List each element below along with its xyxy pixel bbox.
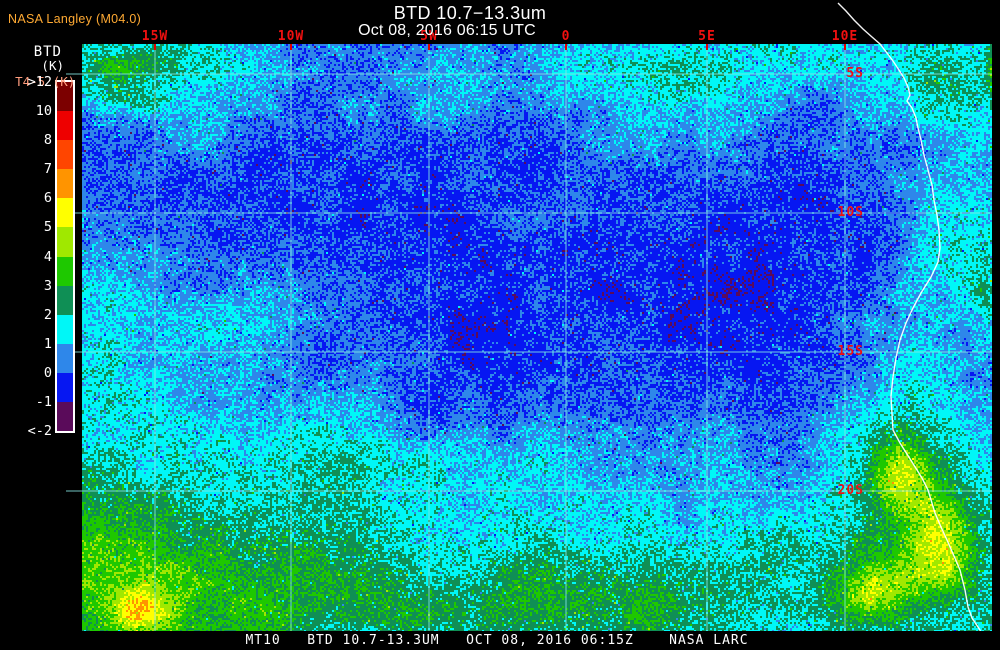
colorbar-segment-10 — [57, 372, 73, 403]
colorbar-segment-3 — [57, 169, 73, 199]
colorbar-frame — [55, 80, 75, 433]
colorbar-tick-label->12: >12 — [27, 74, 52, 90]
colorbar-tick-label-5: 5 — [43, 219, 52, 236]
colorbar-segment-6 — [57, 256, 73, 287]
colorbar-tick-label-0: 0 — [43, 364, 52, 381]
footer-bar — [0, 631, 1000, 650]
colorbar-segment-7 — [57, 285, 73, 316]
colorbar-segment-5 — [57, 227, 73, 257]
lat-label-5S: 5S — [846, 66, 864, 81]
lon-label-5E: 5E — [698, 29, 716, 44]
colorbar-segment-2 — [57, 140, 73, 170]
colorbar-segment-8 — [57, 314, 73, 345]
colorbar-tick-label-4: 4 — [43, 248, 52, 265]
lon-label-15W: 15W — [141, 29, 169, 44]
colorbar-segment-11 — [57, 401, 73, 432]
colorbar-tick-label--1: -1 — [35, 393, 52, 410]
lat-label-20S: 20S — [837, 483, 864, 498]
footer-caption: MT10 BTD 10.7-13.3UM OCT 08, 2016 06:15Z… — [245, 633, 749, 648]
colorbar-segment-0 — [57, 82, 73, 112]
colorbar-tick-label-2: 2 — [43, 306, 52, 323]
lon-label-5W: 5W — [420, 29, 438, 44]
colorbar-tick-label-6: 6 — [43, 190, 52, 207]
colorbar-units-label: T4-5 (K) (K) — [0, 57, 75, 90]
colorbar-segment-1 — [57, 111, 73, 141]
colorbar-segment-4 — [57, 198, 73, 228]
page-subtitle: Oct 08, 2016 06:15 UTC — [358, 22, 536, 39]
credit-label: NASA Langley (M04.0) — [8, 12, 142, 26]
lat-label-15S: 15S — [837, 344, 864, 359]
colorbar-tick-label-3: 3 — [43, 277, 52, 294]
colorbar-units-overlay: (K) — [41, 57, 64, 73]
lon-label-0: 0 — [561, 29, 571, 44]
lon-label-10W: 10W — [277, 29, 305, 44]
colorbar-heading: BTD — [33, 44, 62, 60]
colorbar-units-text: T4-5 (K) — [15, 74, 76, 89]
colorbar-segment-9 — [57, 343, 73, 374]
colorbar-tick-label-10: 10 — [35, 103, 52, 120]
btd-map-raster — [82, 44, 992, 631]
page-title: BTD 10.7−13.3um — [393, 3, 547, 23]
coastline-africa — [837, 2, 983, 644]
colorbar-tick-label-7: 7 — [43, 161, 52, 178]
colorbar-tick-label-1: 1 — [43, 335, 52, 352]
lon-label-10E: 10E — [831, 29, 859, 44]
lat-label-10S: 10S — [837, 205, 864, 220]
colorbar-tick-label-8: 8 — [43, 132, 52, 149]
colorbar-tick-label-<-2: <-2 — [27, 423, 52, 439]
